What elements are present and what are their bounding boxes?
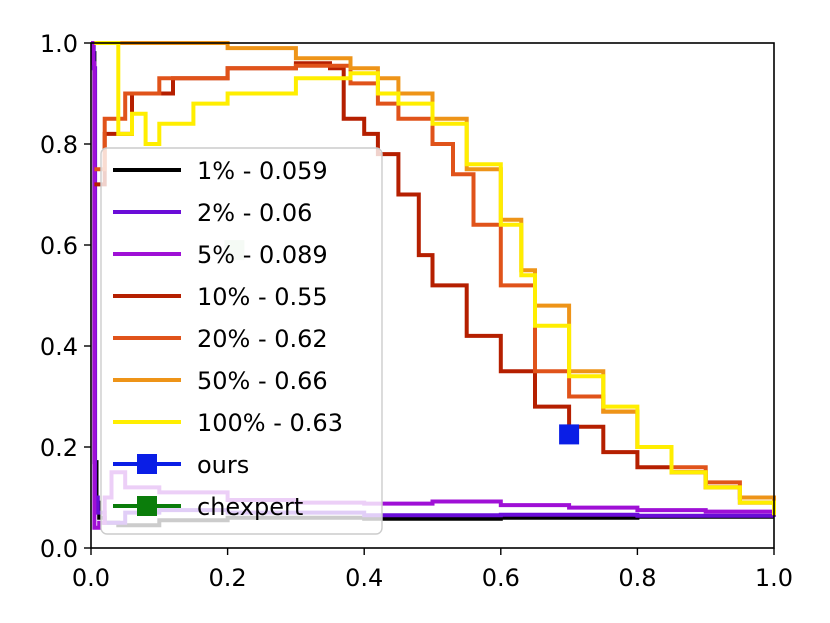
series-line-6	[94, 41, 776, 516]
y-tick-label: 1.0	[40, 30, 78, 58]
legend-label: 1% - 0.059	[197, 157, 328, 185]
y-tick-label: 0.6	[40, 232, 78, 260]
legend: 1% - 0.059 2% - 0.06 5% - 0.089 10% - 0.55 2…	[100, 147, 383, 535]
marker-ours	[559, 424, 580, 445]
plot-frame	[90, 42, 775, 549]
y-tick-label: 0.8	[40, 131, 78, 159]
legend-label: 20% - 0.62	[197, 325, 328, 353]
legend-marker	[137, 496, 157, 516]
legend-label: 50% - 0.66	[197, 367, 328, 395]
legend-label: 5% - 0.089	[197, 241, 328, 269]
y-tick-label: 0.0	[40, 535, 78, 563]
y-tick-label: 0.2	[40, 434, 78, 462]
legend-label: 2% - 0.06	[197, 199, 312, 227]
legend-label: chexpert	[197, 493, 303, 521]
x-tick-label: 0.4	[345, 564, 383, 592]
y-tick-label: 0.4	[40, 333, 78, 361]
x-tick-label: 0.6	[482, 564, 520, 592]
x-tick-label: 0.2	[209, 564, 247, 592]
legend-box	[100, 147, 383, 535]
x-tick-label: 0.8	[618, 564, 656, 592]
legend-label: 100% - 0.63	[197, 409, 343, 437]
legend-marker	[137, 454, 157, 474]
legend-label: 10% - 0.55	[197, 283, 328, 311]
axis-layer: 0.0 0.2 0.4 0.6 0.8 1.0 0.0 0.2 0.4 0.6 0.8 1.0	[40, 30, 793, 592]
legend-label: ours	[197, 451, 249, 479]
x-tick-label: 1.0	[755, 564, 793, 592]
x-tick-label: 0.0	[72, 564, 110, 592]
